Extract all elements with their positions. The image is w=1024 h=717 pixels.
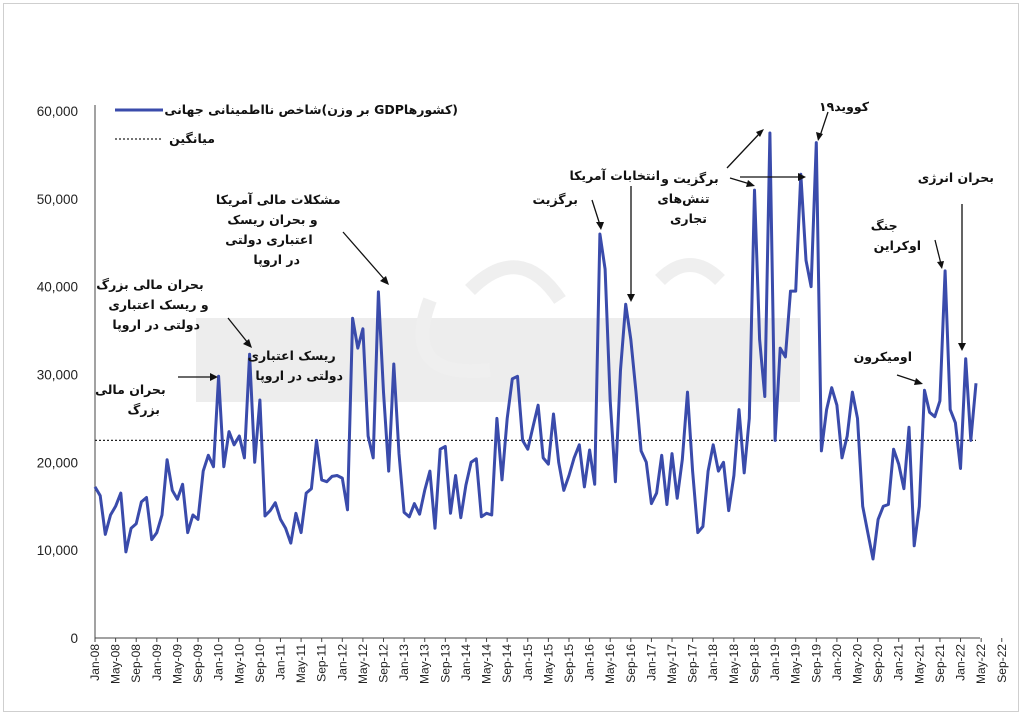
x-tick-label: Sep-13 [438,644,452,683]
annotation-energy: بحران انرژی [918,170,994,185]
y-tick-label: 50,000 [37,192,78,207]
x-tick-label: May-16 [603,644,617,684]
y-tick-label: 60,000 [37,104,78,119]
annotation-euro-credit: ریسک اعتباری دولتی در اروپا [248,348,344,383]
x-tick-label: Sep-20 [871,644,885,683]
x-tick-label: Sep-12 [377,644,391,683]
x-tick-label: May-18 [727,644,741,684]
x-tick-label: Jan-19 [768,644,782,681]
x-tick-label: May-08 [109,644,123,684]
x-tick-label: May-10 [232,644,246,684]
x-tick-label: Jan-20 [830,644,844,681]
x-tick-label: Sep-21 [933,644,947,683]
x-tick-label: Jan-22 [954,644,968,681]
x-tick-label: May-22 [974,644,988,684]
watermark [196,258,800,402]
annotation-omicron: اومیکرون [854,349,912,364]
legend-mean-label: میانگین [169,131,215,146]
x-tick-label: May-15 [541,644,555,684]
x-tick-label: Jan-08 [88,644,102,681]
legend-series-label: شاخص نااطمینانی جهانی(بر وزن GDPکشورها) [164,102,458,117]
y-tick-label: 10,000 [37,543,78,558]
annotation-texts: بحران مالی بزرگ بحران مالی بزرگ و ریسک ا… [95,99,994,417]
x-tick-label: Sep-10 [253,644,267,683]
x-tick-label: Jan-14 [459,644,473,681]
x-tick-label: Jan-18 [706,644,720,681]
x-tick-label: Sep-09 [191,644,205,683]
x-tick-label: Sep-14 [500,644,514,683]
x-tick-label: Jan-11 [273,644,287,680]
annotation-gfc: بحران مالی بزرگ [95,382,170,417]
x-tick-label: May-13 [418,644,432,684]
y-axis: 60,000 50,000 40,000 30,000 20,000 10,000 0 [37,104,96,646]
x-tick-label: Jan-16 [583,644,597,681]
annotation-brexit: برگزیت [533,192,578,207]
x-tick-label: Sep-08 [129,644,143,683]
x-tick-label: Jan-15 [521,644,535,681]
annotation-ukraine: جنگ اوکراین [871,218,921,253]
x-axis: Jan-08 May-08 Sep-08 Jan-09 May-09 Sep-09 Jan-… [88,637,1009,684]
x-tick-label: Jan-13 [397,644,411,681]
x-tick-label: May-14 [480,644,494,684]
y-tick-label: 40,000 [37,280,78,295]
y-tick-label: 0 [70,631,78,646]
annotation-brexit-trade: برگزیت و تنش‌های تجاری [657,171,723,226]
y-tick-label: 20,000 [37,455,78,470]
x-tick-label: Jan-21 [892,644,906,681]
x-tick-label: Jan-10 [212,644,226,681]
x-tick-label: Sep-19 [809,644,823,683]
x-tick-label: May-12 [356,644,370,684]
legend: شاخص نااطمینانی جهانی(بر وزن GDPکشورها) … [115,102,458,146]
y-tick-label: 30,000 [37,368,78,383]
chart-frame [3,3,1019,712]
series-line [93,131,978,561]
annotation-us-election: انتخابات آمریکا [569,168,660,183]
x-tick-label: Jan-17 [644,644,658,681]
x-tick-label: Sep-17 [686,644,700,683]
x-tick-label: Sep-16 [624,644,638,683]
annotation-gfc-euro: بحران مالی بزرگ و ریسک اعتباری دولتی در … [96,276,213,332]
x-tick-label: May-21 [912,644,926,684]
x-tick-label: Sep-11 [315,644,329,682]
annotation-arrowheads [210,129,966,385]
x-tick-label: Jan-09 [150,644,164,681]
x-tick-label: Jan-12 [335,644,349,681]
x-tick-label: May-19 [789,644,803,684]
annotation-arrows [178,111,963,383]
x-tick-label: May-20 [851,644,865,684]
x-tick-label: Sep-22 [995,644,1009,683]
x-tick-label: Sep-15 [562,644,576,683]
annotation-us-fiscal: مشکلات مالی آمریکا و بحران ریسک اعتباری … [216,192,345,267]
x-tick-label: May-09 [170,644,184,684]
x-tick-label: May-17 [665,644,679,684]
x-tick-label: May-11 [294,644,308,683]
x-tick-label: Sep-18 [747,644,761,683]
annotation-covid: کووید۱۹ [819,99,870,114]
